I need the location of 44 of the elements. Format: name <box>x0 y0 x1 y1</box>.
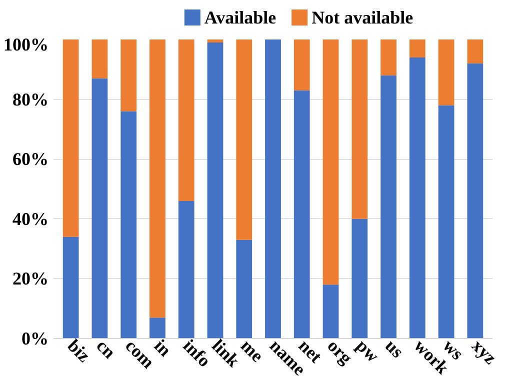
bar <box>120 111 137 338</box>
x-tick-label: pw <box>352 335 383 366</box>
y-tick-label: 80% <box>12 89 48 110</box>
x-tick-label: us <box>381 335 408 362</box>
bar <box>352 40 368 219</box>
bar <box>92 40 108 78</box>
legend-label: Not available <box>312 8 414 28</box>
bar <box>322 284 339 338</box>
x-tick-label: xyz <box>468 335 501 368</box>
bar <box>120 40 137 112</box>
bar <box>62 236 79 338</box>
bar <box>62 40 79 237</box>
bar <box>207 40 224 42</box>
y-tick-label: 60% <box>12 149 48 170</box>
bar <box>178 200 194 338</box>
bar <box>380 40 396 76</box>
legend-label: Available <box>204 8 276 28</box>
bar <box>294 40 310 90</box>
bar <box>380 75 396 338</box>
bar <box>409 40 426 58</box>
bar <box>294 90 310 338</box>
y-tick-label: 20% <box>12 268 48 289</box>
bar <box>438 105 454 338</box>
x-tick-label: in <box>150 335 176 360</box>
bar <box>352 218 368 338</box>
bar <box>265 40 281 338</box>
bar <box>150 40 166 318</box>
x-tick-label: me <box>237 335 268 366</box>
bar <box>236 40 252 240</box>
bar <box>322 40 339 285</box>
bar <box>467 40 484 64</box>
bar <box>236 240 252 338</box>
bar <box>207 42 224 338</box>
y-tick-label: 40% <box>12 208 48 229</box>
bar <box>438 40 454 106</box>
bar <box>409 57 426 338</box>
y-tick-label: 100% <box>4 34 48 54</box>
bar <box>467 63 484 338</box>
bar <box>150 318 166 338</box>
bar <box>178 40 194 201</box>
x-tick-label: cn <box>92 335 120 362</box>
x-tick-label: biz <box>64 335 94 366</box>
y-tick-label: 0% <box>22 328 48 348</box>
bar <box>92 78 108 338</box>
